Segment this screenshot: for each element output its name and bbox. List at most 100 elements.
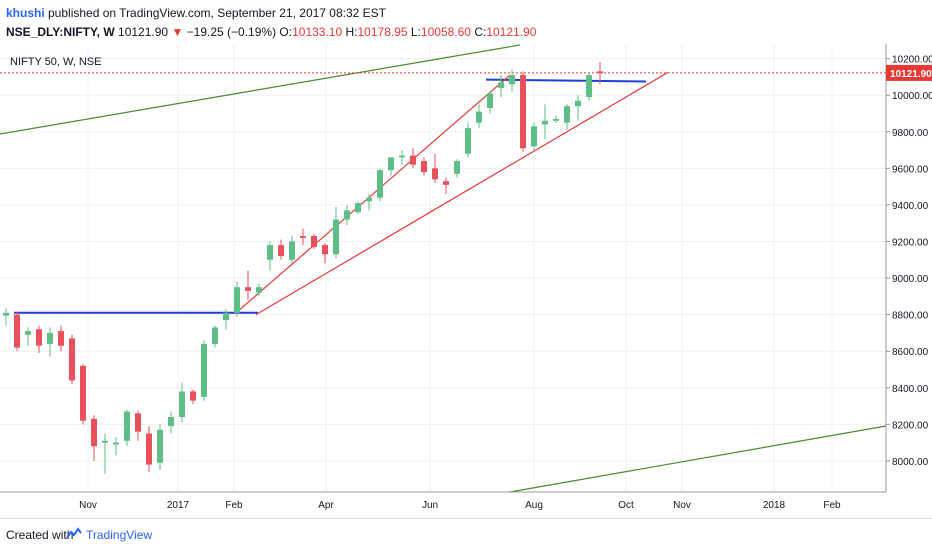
candle-body [586,75,592,98]
candle-body [25,331,31,335]
published-text: published on TradingView.com, September … [44,6,387,20]
candle-body [267,245,273,260]
candle-body [256,287,262,293]
candle-body [531,126,537,147]
last-price: 10121.90 [118,25,169,39]
candle-body [300,236,306,238]
symbol-info: NSE_DLY:NIFTY, W 10121.90 ▼ −19.25 (−0.1… [6,25,536,39]
candle-body [212,327,218,344]
chart-area[interactable]: 8000.00 8200.00 8400.00 8600.00 8800.00 9000.… [0,44,932,518]
x-tick-label: Jun [422,500,438,511]
x-tick-label: Nov [673,500,691,511]
candle-body [454,161,460,174]
y-tick-label: 9800.00 [892,128,929,139]
candle-body [421,161,427,172]
candle-body [47,332,53,344]
y-tick-label: 10200.00 [892,55,932,66]
x-tick-label: Apr [318,500,334,511]
candle-body [311,236,317,247]
open-value: 10133.10 [292,25,343,39]
candle-body [465,128,471,154]
y-tick-label: 9000.00 [892,274,929,285]
candle-body [80,365,86,421]
candle-body [553,118,559,121]
candle-body [487,93,493,108]
candle-body [245,287,251,291]
candle-body [36,329,42,346]
candle-body [58,331,64,346]
low-label: L: [410,25,421,39]
candle-body [388,157,394,171]
candle-body [201,343,207,397]
candle-body [124,411,130,441]
candle-body [69,338,75,381]
y-tick-label: 9200.00 [892,237,929,248]
tradingview-logo-icon [66,527,82,539]
candle-body [168,417,174,427]
candle-body [443,181,449,185]
footer: Created with TradingView [0,518,932,551]
low-value: 10058.60 [420,25,471,39]
publish-info: khushi published on TradingView.com, Sep… [6,6,386,20]
candle-body [542,120,548,125]
y-tick-label: 9600.00 [892,164,929,175]
y-tick-label: 10000.00 [892,91,932,102]
x-tick-label: Aug [525,500,543,511]
x-tick-label: Feb [823,500,841,511]
created-with-text: Created with [6,528,74,542]
candle-body [289,241,295,260]
close-value: 10121.90 [486,25,537,39]
open-label: O: [279,25,293,39]
candle-body [278,245,284,257]
candle-body [14,314,20,348]
candle-body [179,391,185,418]
candle-body [333,219,339,255]
last-price-label: 10121.90 [890,69,932,80]
tradingview-link[interactable]: TradingView [86,528,153,542]
candle-body [223,312,229,321]
symbol-name: NSE_DLY:NIFTY, W [6,25,115,39]
high-value: 10178.95 [357,25,408,39]
candle-body [597,71,603,74]
y-tick-label: 8800.00 [892,311,929,322]
price-change: −19.25 (−0.19%) [186,25,277,39]
candle-body [520,75,526,149]
candle-body [399,155,405,158]
candle-body [575,100,581,107]
wedge-lower-line [255,71,669,316]
candle-body [476,111,482,123]
close-label: C: [474,25,487,39]
candle-body [377,170,383,198]
x-tick-label: Nov [79,500,97,511]
candle-body [432,168,438,180]
channel-line-upper [0,44,521,135]
candle-body [344,210,350,220]
candle-body [146,433,152,465]
candle-body [498,82,504,88]
plot-title: NIFTY 50, W, NSE [10,56,102,68]
x-tick-label: 2017 [167,500,190,511]
candle-body [410,155,416,165]
down-arrow-icon: ▼ [171,25,184,39]
candle-body [3,312,9,316]
candle-body [135,413,141,432]
candle-body [564,106,570,123]
x-tick-label: 2018 [763,500,786,511]
y-tick-label: 8200.00 [892,420,929,431]
wedge-upper-line [235,74,511,314]
candle-body [322,245,328,255]
y-tick-label: 8600.00 [892,347,929,358]
channel-line-lower [509,425,887,493]
last-price-tag [886,64,932,81]
chart-header: khushi published on TradingView.com, Sep… [0,0,932,45]
author-link[interactable]: khushi [6,6,45,20]
candle-body [190,391,196,401]
candle-body [234,287,240,313]
y-tick-label: 8400.00 [892,384,929,395]
candle-body [102,440,108,443]
candle-body [113,442,119,445]
candlestick-chart[interactable]: 8000.00 8200.00 8400.00 8600.00 8800.00 9000.… [0,44,932,518]
candle-body [366,197,372,202]
high-label: H: [345,25,358,39]
y-tick-label: 9400.00 [892,201,929,212]
